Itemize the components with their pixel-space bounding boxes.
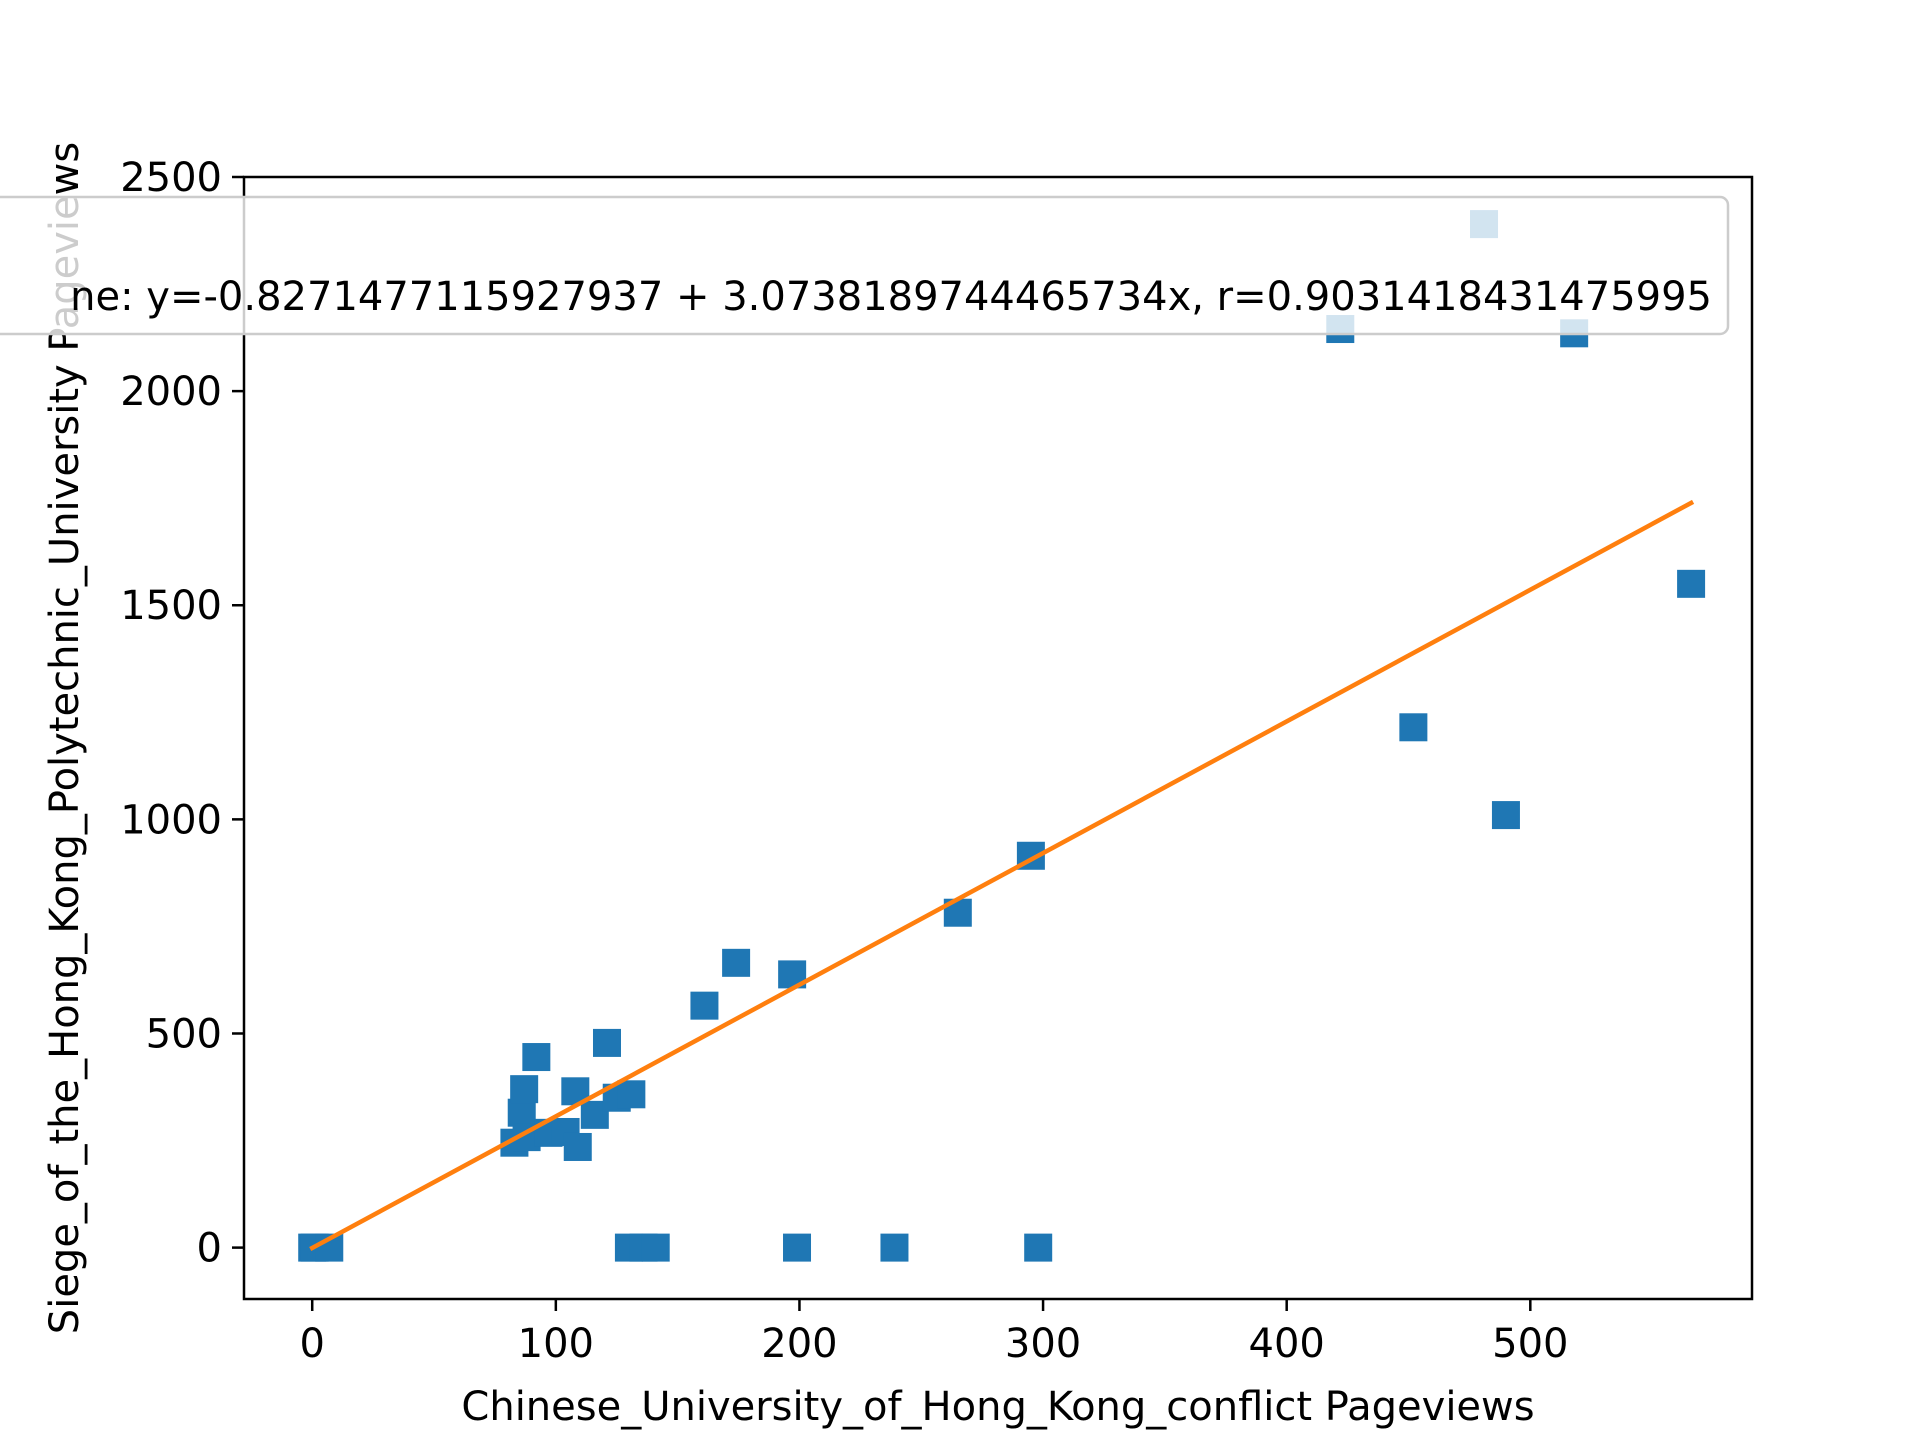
data-point-32	[1677, 569, 1706, 598]
data-point-7	[522, 1043, 551, 1072]
data-point-22	[783, 1233, 812, 1262]
data-point-19	[690, 991, 719, 1020]
x-tick-label-3: 300	[1005, 1321, 1081, 1367]
data-point-20	[722, 948, 751, 977]
data-point-4	[507, 1098, 536, 1127]
plot-area-frame	[242, 175, 1754, 1301]
data-point-24	[1024, 1233, 1053, 1262]
y-tick-label-5: 2500	[120, 155, 222, 201]
data-point-30	[1491, 801, 1520, 830]
y-axis-ticks: 0 500 1000 1500 2000 2500	[120, 155, 244, 1272]
legend-box	[0, 195, 1730, 336]
fit-line	[309, 499, 1695, 1252]
x-tick-label-1: 100	[518, 1321, 594, 1367]
fit-line-group	[309, 499, 1695, 1252]
x-tick-label-0: 0	[299, 1321, 324, 1367]
x-tick-label-4: 400	[1249, 1321, 1325, 1367]
legend-label: ne: y=-0.8271477115927937 + 3.0738189744…	[70, 274, 1712, 320]
data-point-15	[617, 1080, 646, 1109]
data-point-5	[510, 1075, 539, 1104]
data-point-13	[592, 1028, 621, 1057]
y-tick-label-4: 2000	[120, 369, 222, 415]
data-point-23	[880, 1233, 909, 1262]
y-axis-label: Siege_of_the_Hong_Kong_Polytechnic_Unive…	[42, 142, 88, 1334]
x-tick-label-5: 500	[1492, 1321, 1568, 1367]
x-axis-ticks: 0 100 200 300 400 500	[299, 1299, 1568, 1367]
data-point-28	[1399, 713, 1428, 742]
legend: ne: y=-0.8271477115927937 + 3.0738189744…	[0, 195, 1730, 336]
x-axis-label: Chinese_University_of_Hong_Kong_conflict…	[461, 1384, 1534, 1430]
data-point-18	[641, 1233, 670, 1262]
data-point-11	[563, 1132, 592, 1161]
y-tick-label-2: 1000	[120, 797, 222, 843]
y-tick-label-1: 500	[146, 1011, 222, 1057]
y-tick-label-3: 1500	[120, 583, 222, 629]
x-tick-label-2: 200	[761, 1321, 837, 1367]
y-tick-label-0: 0	[197, 1226, 222, 1272]
